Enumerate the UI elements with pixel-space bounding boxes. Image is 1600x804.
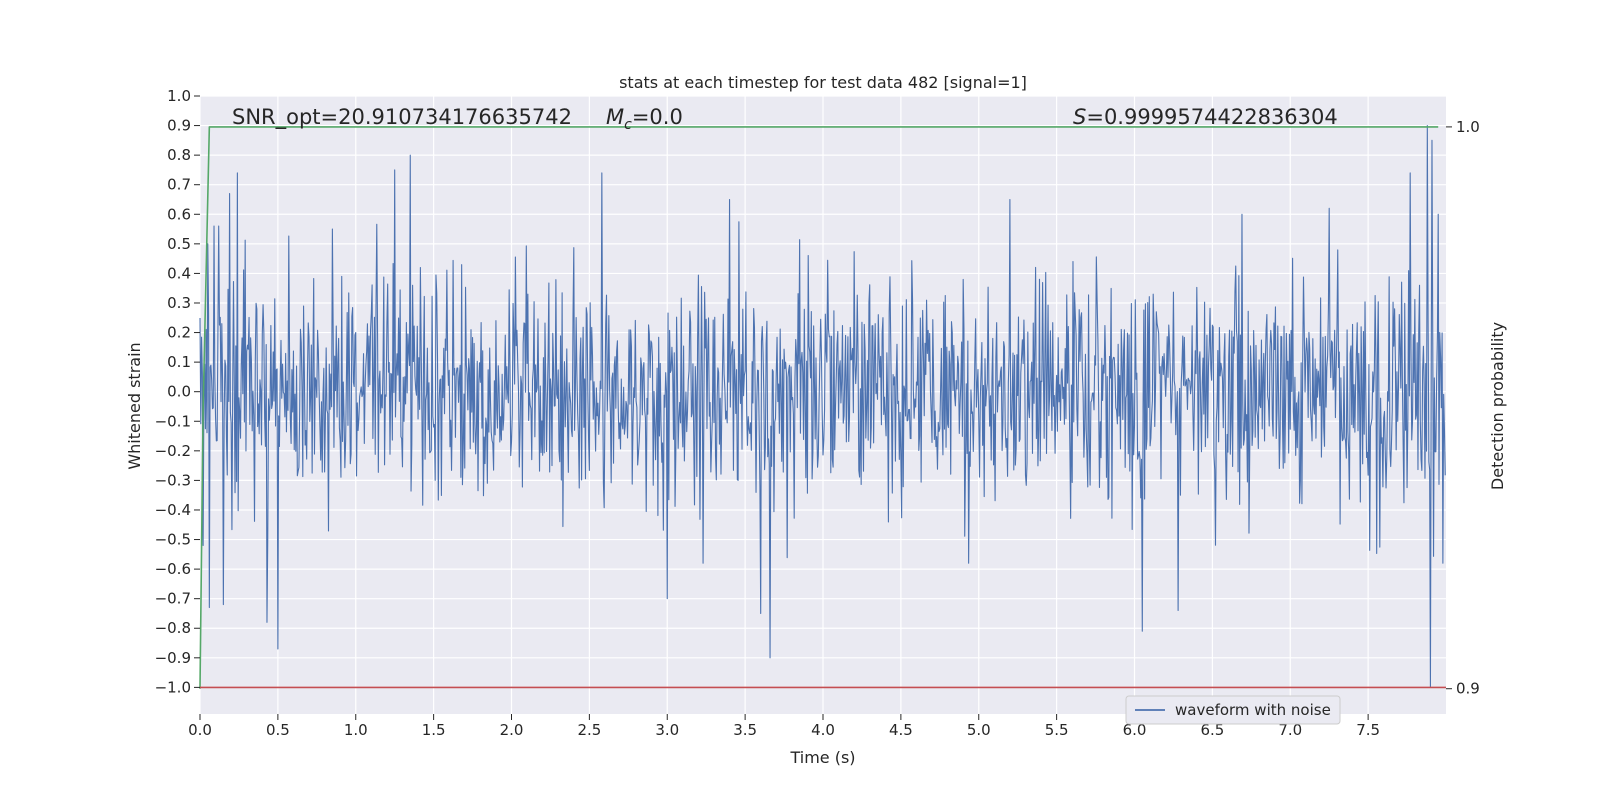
y-tick-label: 0.5 bbox=[167, 235, 191, 253]
y-tick-label: 0.7 bbox=[167, 176, 191, 194]
y-tick-label: −0.3 bbox=[155, 471, 191, 489]
x-tick-label: 0.5 bbox=[266, 721, 290, 739]
s-value: =0.9999574422836304 bbox=[1086, 105, 1337, 129]
x-tick-label: 0.0 bbox=[188, 721, 212, 739]
x-tick-label: 6.0 bbox=[1123, 721, 1147, 739]
s-symbol: S bbox=[1073, 105, 1086, 129]
x-tick-label: 7.0 bbox=[1278, 721, 1302, 739]
x-tick-label: 7.5 bbox=[1356, 721, 1380, 739]
series-layer bbox=[199, 125, 1446, 689]
y-tick-label: 0.1 bbox=[167, 353, 191, 371]
x-tick-label: 5.0 bbox=[967, 721, 991, 739]
chirp-mass-annotation: Mc=0.0 bbox=[606, 105, 683, 133]
legend-box bbox=[1125, 695, 1341, 725]
y-tick-label: 0.9 bbox=[167, 117, 191, 135]
series-line-0 bbox=[199, 125, 1446, 688]
y-tick-label: 0.2 bbox=[167, 324, 191, 342]
legend-label: waveform with noise bbox=[1175, 701, 1331, 719]
x-tick-label: 1.5 bbox=[422, 721, 446, 739]
y2-tick-label: 1.0 bbox=[1456, 118, 1480, 136]
x-tick-label: 3.5 bbox=[733, 721, 757, 739]
y-tick-label: 0.0 bbox=[167, 383, 191, 401]
y-tick-label: −0.7 bbox=[155, 590, 191, 608]
chirp-mass-value: =0.0 bbox=[632, 105, 683, 129]
y-tick-label: −0.1 bbox=[155, 412, 191, 430]
x-tick-label: 2.0 bbox=[500, 721, 524, 739]
y-tick-label: −0.5 bbox=[155, 531, 191, 549]
x-tick-label: 4.5 bbox=[889, 721, 913, 739]
y-tick-label: −0.9 bbox=[155, 649, 191, 667]
y-axis-label: Whitened strain bbox=[125, 342, 144, 469]
chirp-mass-symbol: M bbox=[606, 105, 624, 129]
y-tick-label: −0.8 bbox=[155, 619, 191, 637]
x-tick-label: 1.0 bbox=[344, 721, 368, 739]
chirp-mass-subscript: c bbox=[624, 117, 632, 133]
y-tick-label: 1.0 bbox=[167, 87, 191, 105]
y-tick-label: 0.3 bbox=[167, 294, 191, 312]
x-tick-label: 6.5 bbox=[1200, 721, 1224, 739]
y-tick-label: 0.4 bbox=[167, 264, 191, 282]
x-tick-label: 5.5 bbox=[1045, 721, 1069, 739]
x-axis-label: Time (s) bbox=[789, 748, 855, 767]
y-tick-label: −0.2 bbox=[155, 442, 191, 460]
x-tick-label: 4.0 bbox=[811, 721, 835, 739]
chart-title: stats at each timestep for test data 482… bbox=[619, 73, 1027, 92]
y-tick-label: −0.4 bbox=[155, 501, 191, 519]
y2-axis-label: Detection probability bbox=[1488, 322, 1507, 490]
y2-tick-label: 0.9 bbox=[1456, 680, 1480, 698]
x-tick-label: 3.0 bbox=[655, 721, 679, 739]
series-line-1 bbox=[199, 126, 1439, 689]
y-tick-label: 0.6 bbox=[167, 205, 191, 223]
x-tick-label: 2.5 bbox=[577, 721, 601, 739]
legend: waveform with noise bbox=[1125, 695, 1341, 725]
snr-annotation: SNR_opt=20.910734176635742 bbox=[232, 105, 572, 130]
s-annotation: S=0.9999574422836304 bbox=[1073, 105, 1338, 129]
y-tick-label: 0.8 bbox=[167, 146, 191, 164]
y-tick-label: −1.0 bbox=[155, 678, 191, 696]
axes: 0.0 0.5 1.0 1.5 2.0 2.5 3.0 3.5 4.0 4.5 5.0 5.5 6.0 6… bbox=[155, 87, 1480, 739]
y-tick-label: −0.6 bbox=[155, 560, 191, 578]
